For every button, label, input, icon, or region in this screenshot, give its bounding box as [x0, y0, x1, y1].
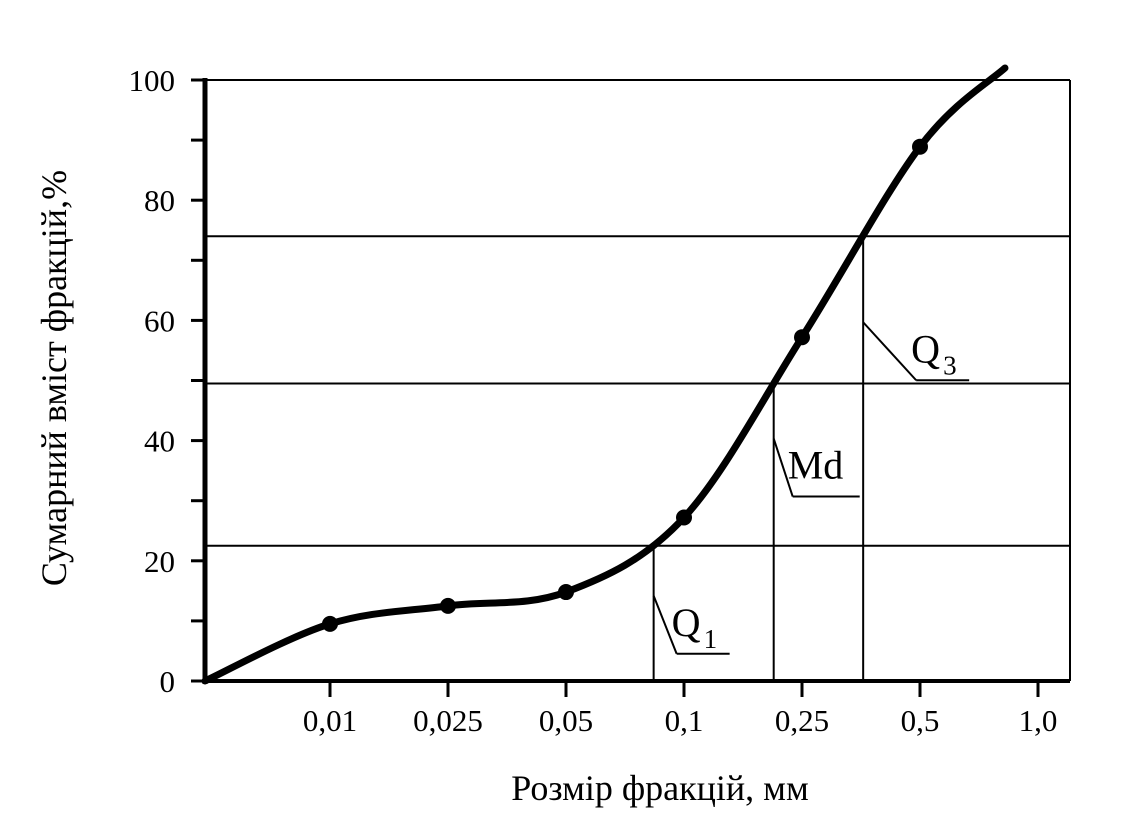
y-axis-title: Сумарний вміст фракцій,%: [34, 170, 74, 586]
y-tick-label: 40: [144, 424, 175, 459]
data-point: [794, 329, 810, 346]
leader-line: [862, 321, 917, 381]
x-tick-label: 0,5: [901, 703, 940, 738]
marker-layer: [322, 138, 928, 632]
x-tick-label: 1,0: [1019, 703, 1058, 738]
y-tick-label: 0: [160, 664, 176, 699]
leader-line: [772, 438, 794, 497]
axis-layer: 0 20 40 60 80 100 0,01 0,025 0,05 0,1 0,25 0,5 1,0: [129, 63, 1070, 738]
x-axis-title: Розмір фракцій, мм: [511, 768, 809, 808]
x-tick-label: 0,25: [775, 703, 829, 738]
annotation-subscript: 1: [704, 624, 718, 654]
curve-layer: [201, 64, 1009, 685]
y-tick-label: 100: [129, 63, 176, 98]
annotation-subscript: 3: [943, 350, 957, 380]
y-tick-label: 20: [144, 544, 175, 579]
data-point: [912, 138, 928, 155]
data-point: [558, 584, 574, 601]
x-tick-label: 0,01: [303, 703, 357, 738]
annotation-label: Q: [672, 600, 701, 645]
grid-layer: [205, 79, 1071, 681]
y-tick-label: 80: [144, 183, 175, 218]
data-point: [676, 509, 692, 526]
cumulative-curve: [201, 64, 1009, 685]
data-point: [322, 615, 338, 632]
data-point: [440, 597, 456, 614]
x-tick-label: 0,025: [413, 703, 483, 738]
y-tick-label: 60: [144, 303, 175, 338]
leader-line: [652, 595, 678, 655]
annotation-label: Q: [911, 326, 940, 371]
x-tick-label: 0,1: [665, 703, 704, 738]
annotation-label: Md: [788, 443, 844, 488]
x-tick-label: 0,05: [539, 703, 593, 738]
